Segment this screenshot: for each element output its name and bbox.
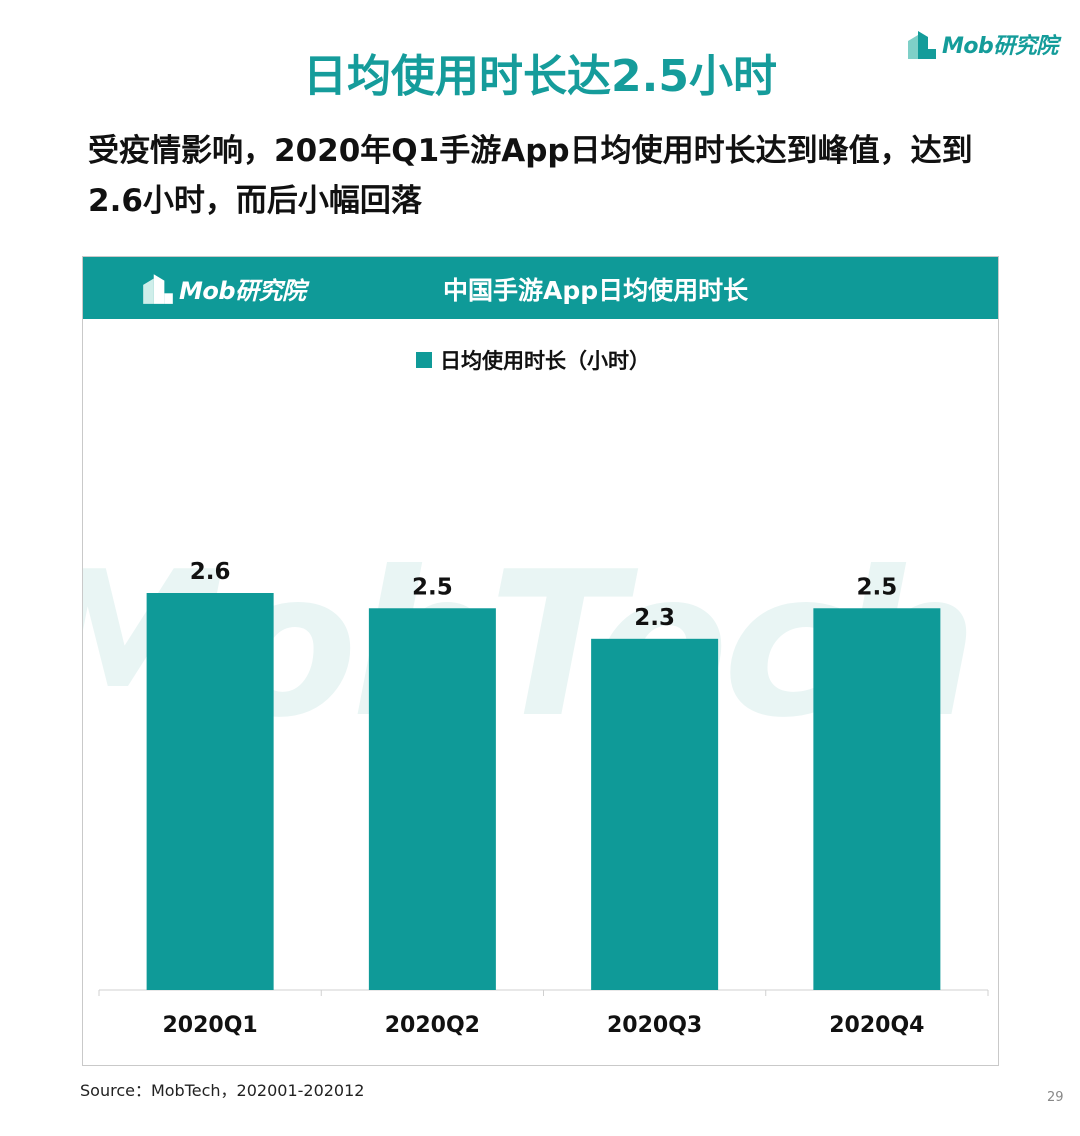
data-label: 2.6 bbox=[190, 559, 231, 585]
chart-title: 中国手游App日均使用时长 bbox=[443, 276, 749, 305]
building-icon bbox=[908, 31, 936, 59]
legend: 日均使用时长（小时） bbox=[416, 345, 650, 375]
legend-swatch bbox=[416, 352, 432, 368]
page-title: 日均使用时长达2.5小时 bbox=[303, 51, 777, 102]
x-tick-label: 2020Q3 bbox=[607, 1013, 702, 1038]
x-tick-label: 2020Q4 bbox=[829, 1013, 924, 1038]
chart-panel: MobTech 袤博 Mob研究院 中国手游App日均使用时长 日均使用时长（小… bbox=[82, 256, 999, 1066]
x-tick-label: 2020Q1 bbox=[163, 1013, 258, 1038]
building-icon bbox=[143, 274, 173, 304]
bar bbox=[368, 608, 496, 990]
bar bbox=[591, 638, 719, 990]
bar bbox=[146, 593, 274, 990]
bar bbox=[813, 608, 941, 990]
brand-logo: Mob研究院 bbox=[906, 24, 1058, 64]
brand-name: Mob研究院 bbox=[942, 34, 1058, 59]
chart-brand-logo: Mob研究院 bbox=[141, 267, 306, 309]
data-label: 2.5 bbox=[412, 574, 453, 600]
x-tick-label: 2020Q2 bbox=[385, 1013, 480, 1038]
bar-chart: 2.6 2020Q1 2.5 2020Q2 2.3 2020Q3 2.5 2020Q4 bbox=[98, 559, 989, 1038]
data-label: 2.3 bbox=[634, 605, 675, 631]
chart-brand-name: Mob研究院 bbox=[179, 276, 306, 305]
legend-label: 日均使用时长（小时） bbox=[440, 349, 650, 373]
chart-header: Mob研究院 中国手游App日均使用时长 bbox=[83, 257, 998, 319]
headline: 受疫情影响，2020年Q1手游App日均使用时长达到峰值，达到2.6小时，而后小… bbox=[88, 133, 973, 219]
page-number: 29 bbox=[1047, 1090, 1064, 1105]
source-note: Source：MobTech，202001-202012 bbox=[80, 1081, 365, 1100]
data-label: 2.5 bbox=[857, 574, 898, 600]
